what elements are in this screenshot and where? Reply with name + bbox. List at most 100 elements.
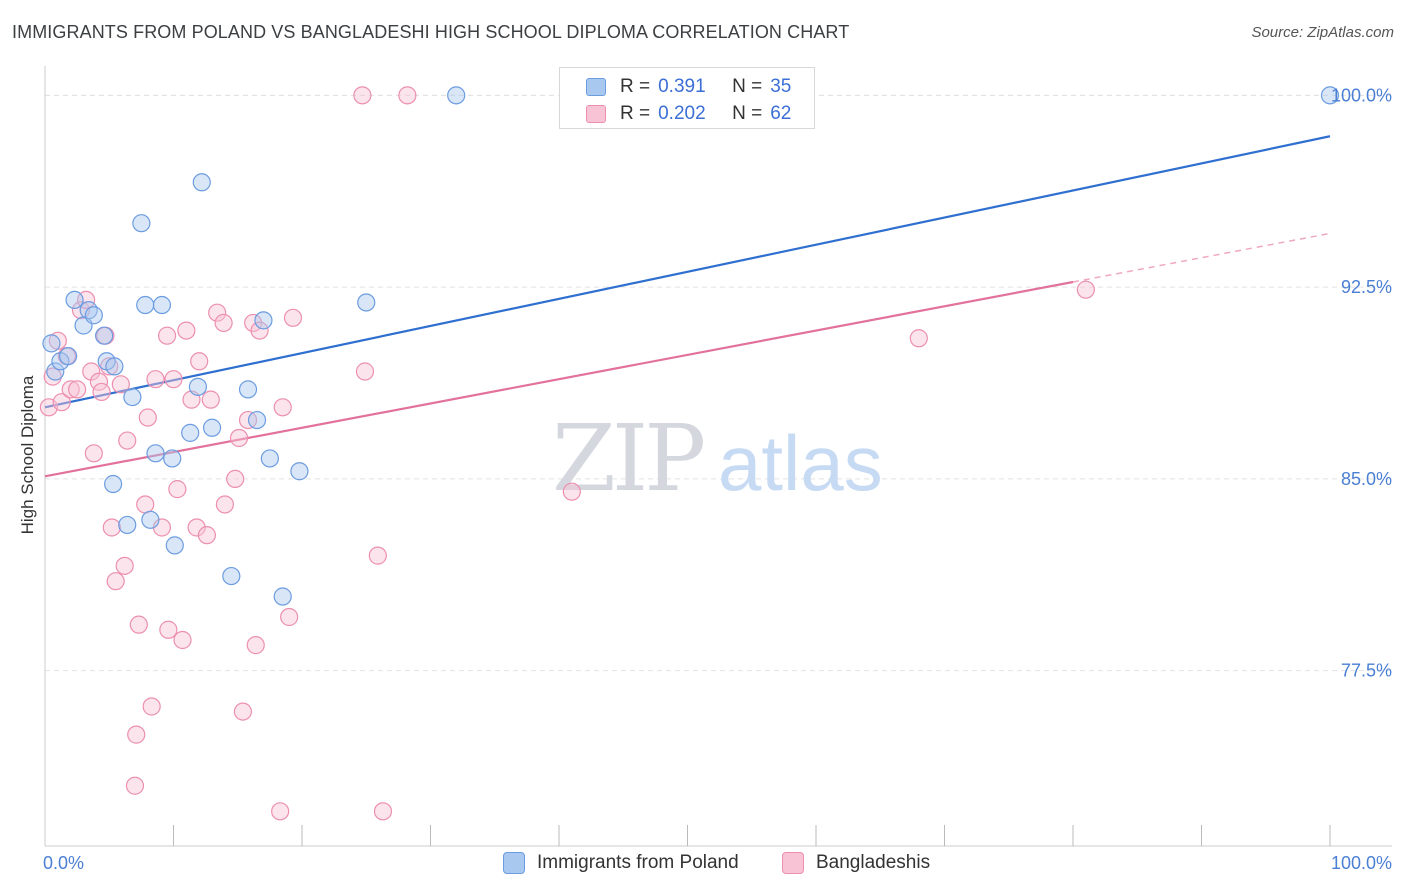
point-bangladeshis: [190, 352, 209, 371]
point-poland: [104, 474, 123, 494]
legend-label-poland: Immigrants from Poland: [537, 852, 739, 873]
point-bangladeshis: [280, 607, 299, 627]
point-poland: [79, 301, 98, 320]
chart-title: IMMIGRANTS FROM POLAND VS BANGLADESHI HI…: [12, 22, 850, 42]
point-poland: [357, 293, 376, 312]
point-bangladeshis: [271, 802, 290, 821]
legend-swatch-bangladeshis: [782, 852, 804, 874]
point-bangladeshis: [208, 303, 227, 322]
point-poland: [123, 387, 142, 407]
point-bangladeshis: [102, 518, 121, 537]
watermark: ZIP atlas: [552, 405, 883, 512]
point-bangladeshis: [136, 495, 155, 514]
legend-label-bangladeshis: Bangladeshis: [816, 852, 931, 873]
point-bangladeshis: [373, 802, 393, 821]
point-bangladeshis: [82, 362, 101, 381]
point-bangladeshis: [173, 630, 192, 650]
point-poland: [254, 311, 273, 330]
point-bangladeshis: [92, 382, 111, 402]
x-tick-label: 0.0%: [43, 853, 84, 873]
r-label: R =: [620, 103, 651, 124]
trend-lines: [44, 135, 1331, 478]
point-bangladeshis: [138, 408, 157, 427]
point-poland: [188, 377, 208, 396]
legend-item-poland[interactable]: Immigrants from Poland: [503, 852, 739, 874]
r-value: 0.202: [658, 103, 706, 124]
point-bangladeshis: [1076, 280, 1095, 299]
r-value: 0.391: [658, 76, 706, 97]
point-bangladeshis: [355, 362, 375, 381]
point-poland: [247, 410, 267, 430]
point-bangladeshis: [353, 86, 372, 105]
point-bangladeshis: [168, 480, 187, 499]
point-bangladeshis: [164, 370, 183, 389]
n-label: N =: [732, 76, 763, 97]
point-bangladeshis: [197, 526, 217, 545]
point-bangladeshis: [177, 321, 196, 340]
point-bangladeshis: [106, 572, 125, 591]
point-bangladeshis: [226, 469, 245, 488]
point-poland: [65, 290, 84, 310]
point-bangladeshis: [118, 431, 137, 450]
point-bangladeshis: [909, 329, 928, 348]
point-poland: [132, 214, 151, 233]
r-label: R =: [620, 76, 651, 97]
point-poland: [238, 380, 258, 399]
watermark-zip: ZIP: [552, 405, 703, 512]
point-bangladeshis: [100, 357, 119, 376]
point-bangladeshis: [159, 620, 178, 639]
point-poland: [105, 357, 124, 376]
point-poland: [84, 306, 103, 325]
point-bangladeshis: [246, 636, 265, 655]
point-poland: [447, 86, 466, 105]
point-bangladeshis: [125, 776, 145, 795]
y-tick-label: 77.5%: [1341, 661, 1392, 681]
trend-line-1: [44, 280, 1074, 478]
point-bangladeshis: [398, 86, 417, 105]
source-credit: Source: ZipAtlas.com: [1251, 24, 1394, 41]
point-poland: [202, 418, 222, 437]
legend-item-bangladeshis[interactable]: Bangladeshis: [782, 852, 930, 874]
point-poland: [141, 510, 160, 529]
point-bangladeshis: [84, 444, 103, 463]
point-bangladeshis: [142, 697, 161, 716]
point-bangladeshis: [111, 375, 130, 394]
point-poland: [163, 449, 182, 468]
point-poland: [42, 334, 61, 353]
point-bangladeshis: [127, 725, 146, 744]
point-poland: [46, 362, 65, 381]
trend-line-0: [44, 135, 1331, 409]
point-bangladeshis: [273, 398, 292, 417]
point-poland: [146, 444, 165, 463]
axes: [44, 66, 1392, 847]
legend-swatch-poland: [503, 852, 525, 874]
point-bangladeshis: [229, 428, 249, 448]
point-poland: [192, 173, 211, 192]
series-legend: Immigrants from Poland Bangladeshis: [0, 852, 1406, 878]
legend-swatch-poland: [586, 78, 606, 96]
point-poland: [136, 295, 155, 315]
watermark-atlas: atlas: [718, 419, 883, 507]
point-poland: [290, 462, 309, 481]
point-bangladeshis: [283, 308, 303, 327]
point-bangladeshis: [368, 546, 387, 565]
point-poland: [1320, 86, 1340, 105]
legend-swatch-bangladeshis: [586, 105, 606, 123]
point-bangladeshis: [115, 556, 134, 575]
point-poland: [152, 295, 172, 315]
point-bangladeshis: [43, 367, 62, 386]
point-bangladeshis: [157, 326, 177, 345]
point-bangladeshis: [61, 380, 80, 399]
legend-row-bangladeshis: R = 0.202 N = 62: [586, 101, 791, 127]
n-label: N =: [732, 103, 763, 124]
point-bangladeshis: [562, 482, 581, 501]
legend-row-poland: R = 0.391 N = 35: [586, 74, 791, 100]
point-bangladeshis: [68, 380, 87, 399]
point-poland: [222, 566, 241, 586]
point-bangladeshis: [233, 702, 252, 721]
point-poland: [273, 587, 292, 606]
trend-line-extension: [1072, 232, 1331, 283]
point-poland: [181, 423, 200, 442]
y-axis-label: High School Diploma: [18, 375, 37, 535]
